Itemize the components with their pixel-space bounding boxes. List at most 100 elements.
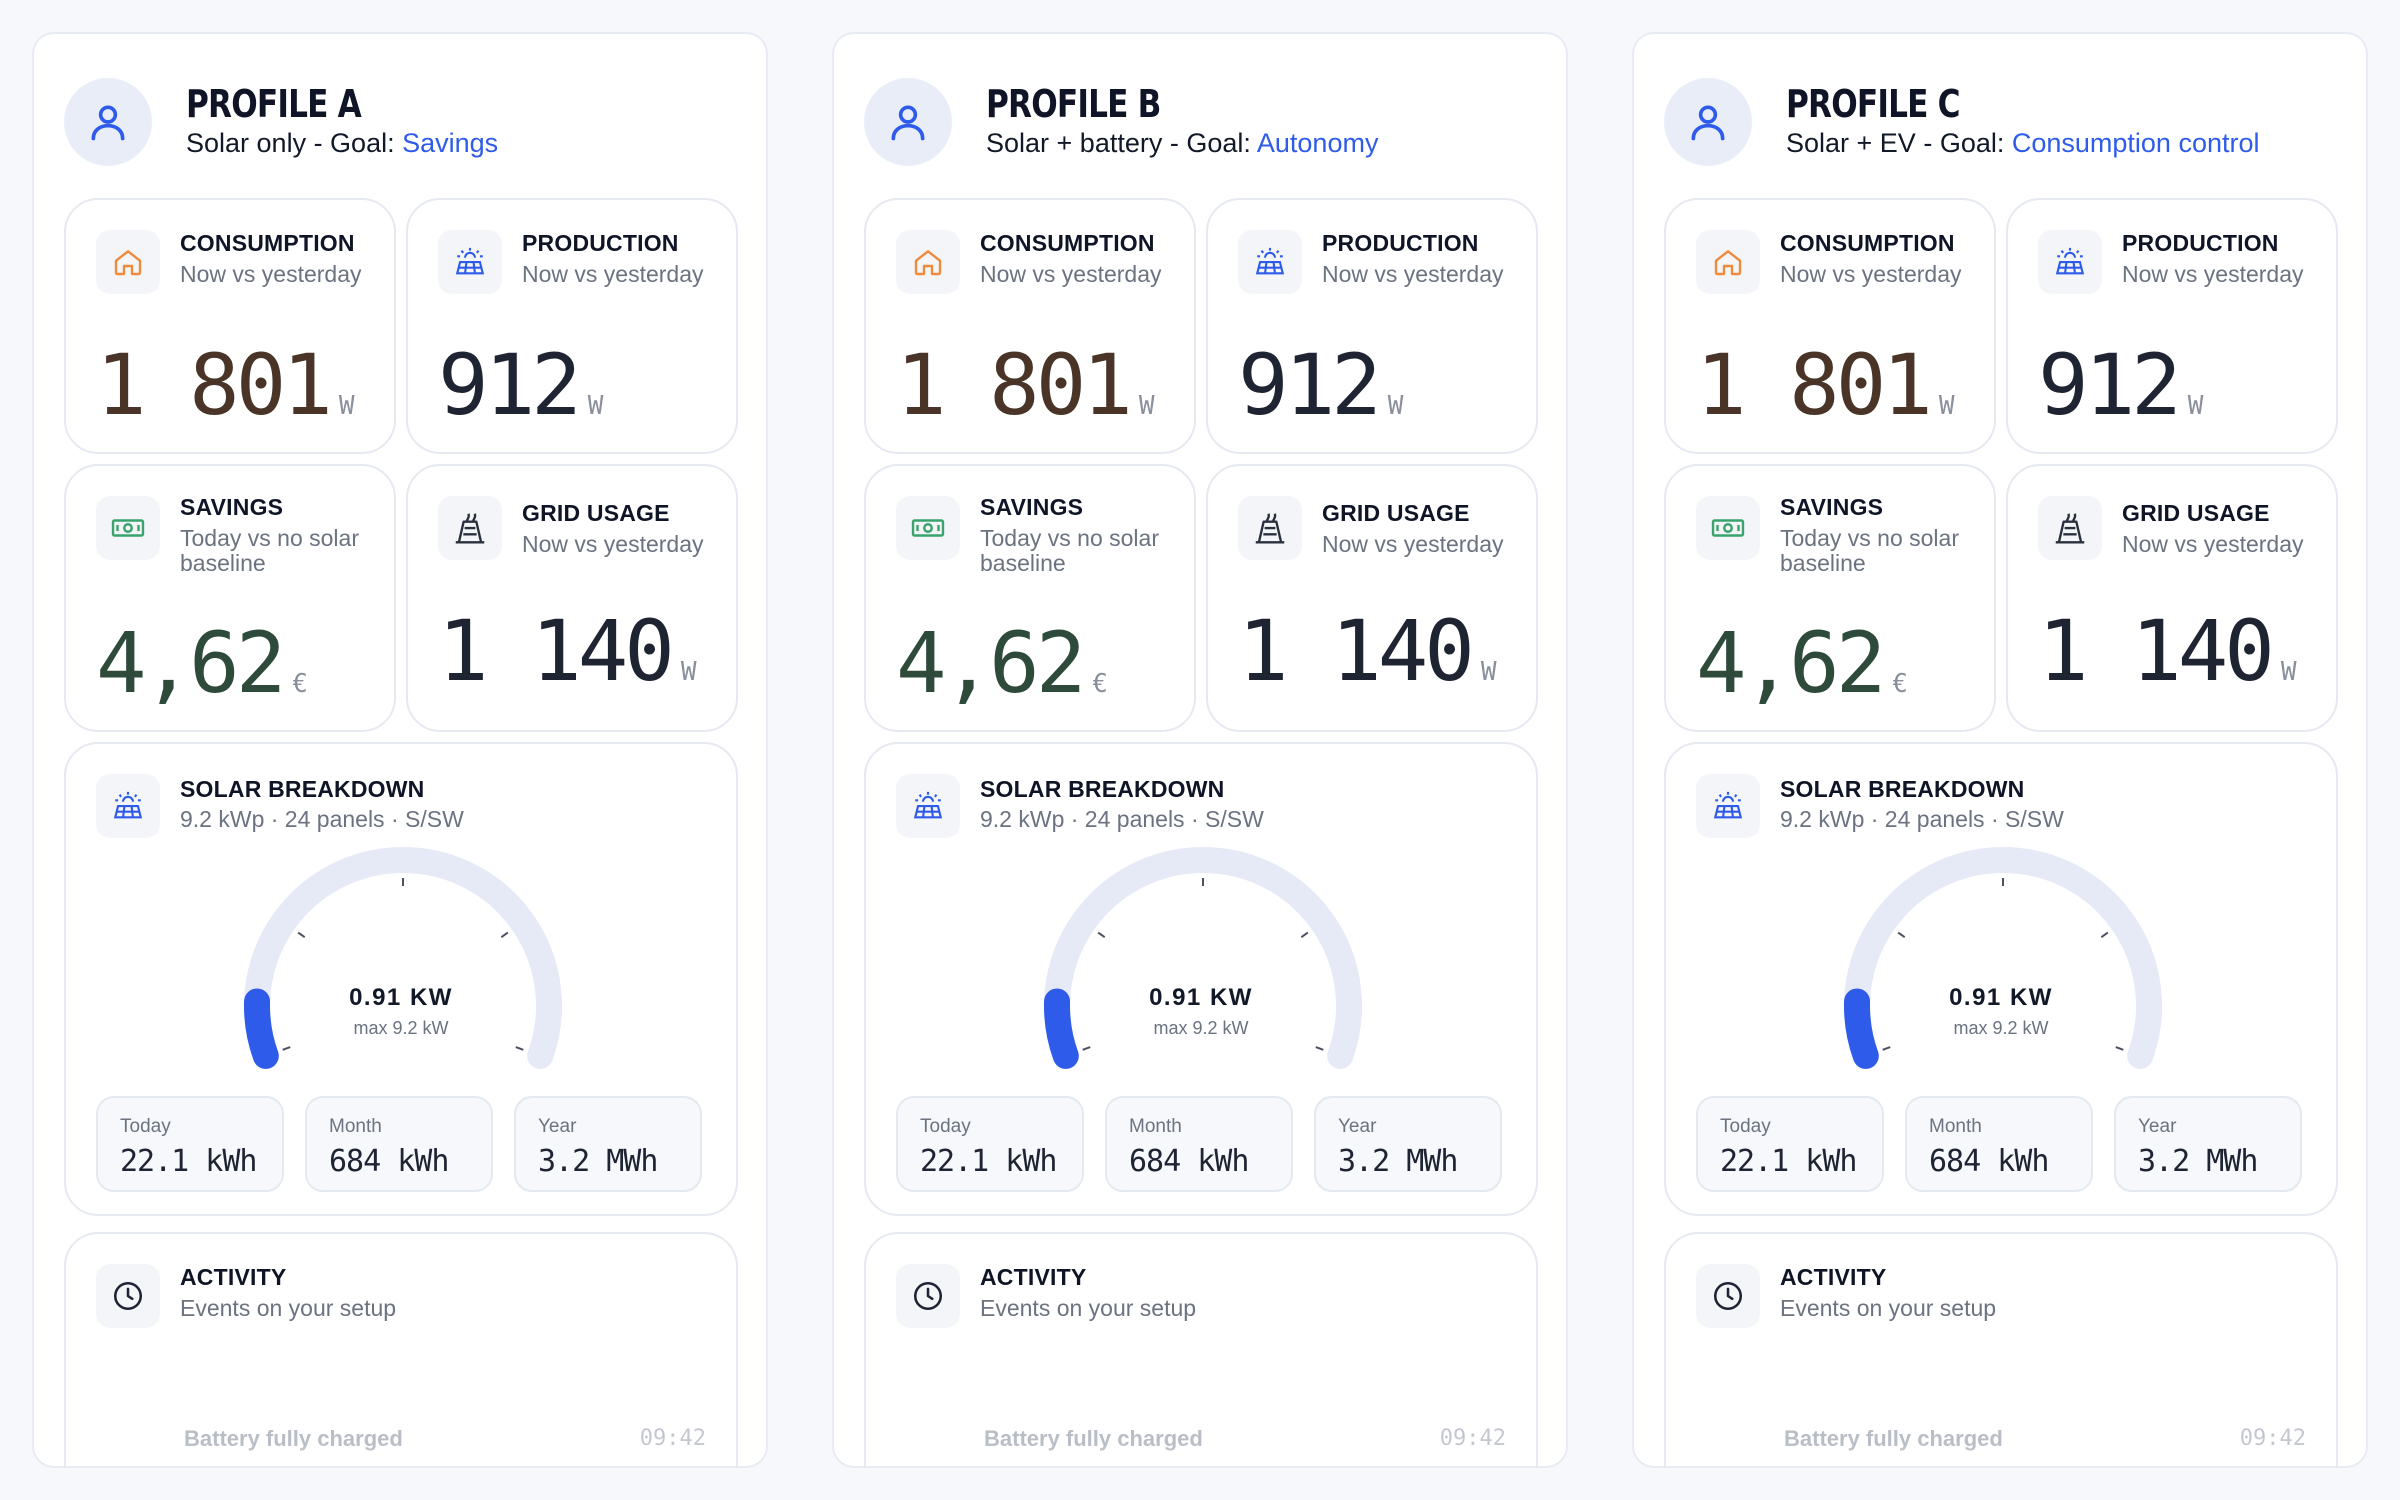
gauge-tick [515, 1046, 524, 1051]
gauge-tick [282, 1046, 291, 1051]
gauge-tick [297, 931, 306, 938]
card-subtitle: Now vs yesterday [522, 531, 704, 557]
stat-value: 684 kWh [1129, 1144, 1249, 1179]
user-icon [891, 105, 925, 141]
grid-usage-value: 1 140 W [2038, 602, 2297, 700]
user-avatar[interactable] [64, 78, 152, 166]
grid-usage-card[interactable]: GRID USAGE Now vs yesterday 1 140 W [2006, 464, 2338, 732]
card-title: SOLAR BREAKDOWN [180, 776, 425, 802]
profile-goal-link[interactable]: Savings [402, 128, 499, 158]
card-title: SAVINGS [1780, 494, 1884, 520]
unit-label: € [292, 669, 308, 699]
production-card[interactable]: PRODUCTION Now vs yesterday 912 W [2006, 198, 2338, 454]
stat-year[interactable]: Year 3.2 MWh [514, 1096, 702, 1192]
clock-icon [96, 1264, 160, 1328]
profile-setup: Solar only - Goal: [186, 128, 403, 158]
production-card[interactable]: PRODUCTION Now vs yesterday 912 W [1206, 198, 1538, 454]
production-value: 912 W [438, 336, 604, 434]
gauge-max: max 9.2 kW [353, 1018, 449, 1038]
consumption-card[interactable]: CONSUMPTION Now vs yesterday 1 801 W [64, 198, 396, 454]
savings-card[interactable]: SAVINGS Today vs no solar baseline 4,62 € [64, 464, 396, 732]
card-subtitle: Today vs no solar baseline [180, 525, 359, 576]
solar-breakdown-card[interactable]: SOLAR BREAKDOWN 9.2 kWp · 24 panels · S/… [864, 742, 1538, 1216]
profile-header: PROFILE A Solar only - Goal: Savings [64, 78, 744, 166]
consumption-value: 1 801 W [896, 336, 1155, 434]
gauge-tick [1082, 1046, 1091, 1051]
stat-label: Today [920, 1116, 971, 1137]
banknote-icon [1696, 496, 1760, 560]
fade-overlay [1666, 1442, 2336, 1466]
card-title: GRID USAGE [522, 500, 670, 526]
card-title: PRODUCTION [1322, 230, 1479, 256]
stat-month[interactable]: Month 684 kWh [1105, 1096, 1293, 1192]
stat-year[interactable]: Year 3.2 MWh [2114, 1096, 2302, 1192]
stat-month[interactable]: Month 684 kWh [305, 1096, 493, 1192]
home-icon [896, 230, 960, 294]
card-title: ACTIVITY [180, 1264, 287, 1290]
stat-value: 22.1 kWh [920, 1144, 1057, 1179]
stat-value: 684 kWh [329, 1144, 449, 1179]
gauge-ticks [1882, 878, 2124, 1051]
stat-month[interactable]: Month 684 kWh [1905, 1096, 2093, 1192]
card-title: PRODUCTION [522, 230, 679, 256]
production-card[interactable]: PRODUCTION Now vs yesterday 912 W [406, 198, 738, 454]
solar-panel-icon [1238, 230, 1302, 294]
stat-label: Today [1720, 1116, 1771, 1137]
home-icon [96, 230, 160, 294]
card-title: CONSUMPTION [1780, 230, 1955, 256]
user-avatar[interactable] [864, 78, 952, 166]
profile-subtitle: Solar + battery - Goal: Autonomy [986, 128, 1378, 159]
card-title: SOLAR BREAKDOWN [1780, 776, 2025, 802]
profile-title: PROFILE A [186, 82, 362, 126]
stat-today[interactable]: Today 22.1 kWh [96, 1096, 284, 1192]
consumption-card[interactable]: CONSUMPTION Now vs yesterday 1 801 W [1664, 198, 1996, 454]
power-plant-icon [2038, 496, 2102, 560]
profile-header: PROFILE B Solar + battery - Goal: Autono… [864, 78, 1544, 166]
user-icon [91, 105, 125, 141]
grid-usage-card[interactable]: GRID USAGE Now vs yesterday 1 140 W [1206, 464, 1538, 732]
card-subtitle: Now vs yesterday [1780, 261, 1962, 287]
card-title: ACTIVITY [980, 1264, 1087, 1290]
profile-goal-link[interactable]: Autonomy [1256, 128, 1379, 158]
activity-card[interactable]: ACTIVITY Events on your setup Battery fu… [1664, 1232, 2338, 1466]
card-title: PRODUCTION [2122, 230, 2279, 256]
grid-usage-card[interactable]: GRID USAGE Now vs yesterday 1 140 W [406, 464, 738, 732]
profile-title: PROFILE C [1786, 82, 1961, 126]
solar-panel-icon [896, 774, 960, 838]
savings-card[interactable]: SAVINGS Today vs no solar baseline 4,62 € [1664, 464, 1996, 732]
solar-panel-icon [96, 774, 160, 838]
consumption-value: 1 801 W [1696, 336, 1955, 434]
unit-label: € [1092, 669, 1108, 699]
clock-icon [896, 1264, 960, 1328]
unit-label: € [1892, 669, 1908, 699]
user-avatar[interactable] [1664, 78, 1752, 166]
gauge-tick [1315, 1046, 1324, 1051]
gauge-tick [1897, 931, 1906, 938]
savings-card[interactable]: SAVINGS Today vs no solar baseline 4,62 € [864, 464, 1196, 732]
activity-card[interactable]: ACTIVITY Events on your setup Battery fu… [64, 1232, 738, 1466]
stat-year[interactable]: Year 3.2 MWh [1314, 1096, 1502, 1192]
profile-setup: Solar + battery - Goal: [986, 128, 1257, 158]
stat-value: 3.2 MWh [1338, 1144, 1458, 1179]
stat-today[interactable]: Today 22.1 kWh [1696, 1096, 1884, 1192]
stat-today[interactable]: Today 22.1 kWh [896, 1096, 1084, 1192]
home-icon [1696, 230, 1760, 294]
solar-breakdown-card[interactable]: SOLAR BREAKDOWN 9.2 kWp · 24 panels · S/… [1664, 742, 2338, 1216]
profile-goal-link[interactable]: Consumption control [2011, 128, 2260, 158]
grid-usage-value: 1 140 W [438, 602, 697, 700]
stat-value: 3.2 MWh [2138, 1144, 2258, 1179]
consumption-card[interactable]: CONSUMPTION Now vs yesterday 1 801 W [864, 198, 1196, 454]
production-value: 912 W [1238, 336, 1404, 434]
profile-panel-c: PROFILE C Solar + EV - Goal: Consumption… [1632, 32, 2368, 1468]
stat-label: Month [1929, 1116, 1982, 1137]
gauge-tick [1300, 931, 1309, 938]
gauge-value: 0.91 KW [1149, 984, 1253, 1011]
activity-card[interactable]: ACTIVITY Events on your setup Battery fu… [864, 1232, 1538, 1466]
card-subtitle: Today vs no solar baseline [1780, 525, 1959, 576]
savings-value: 4,62 € [896, 614, 1108, 712]
solar-breakdown-card[interactable]: SOLAR BREAKDOWN 9.2 kWp · 24 panels · S/… [64, 742, 738, 1216]
banknote-icon [896, 496, 960, 560]
card-subtitle: Events on your setup [1780, 1295, 1997, 1321]
card-title: GRID USAGE [2122, 500, 2270, 526]
unit-label: W [1480, 657, 1497, 687]
